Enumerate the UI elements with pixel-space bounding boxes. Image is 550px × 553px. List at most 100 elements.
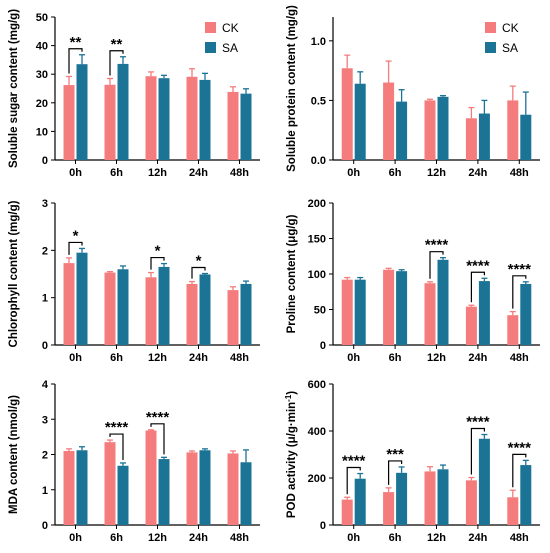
y-tick-label: 3 bbox=[42, 198, 48, 210]
y-tick-label: 100 bbox=[308, 269, 326, 281]
x-tick-label: 0h bbox=[347, 532, 360, 544]
y-tick-label: 2 bbox=[42, 245, 48, 257]
y-tick-label: 0 bbox=[320, 340, 326, 352]
bar-sa bbox=[396, 101, 408, 160]
y-axis-label-superscript: -1 bbox=[284, 394, 293, 402]
significance-label: **** bbox=[508, 439, 532, 456]
x-tick-label: 6h bbox=[389, 532, 402, 544]
x-tick-label: 24h bbox=[468, 532, 487, 544]
x-tick-label: 6h bbox=[110, 352, 123, 364]
significance-label: **** bbox=[466, 414, 490, 431]
significance-bracket bbox=[388, 460, 403, 485]
x-tick-label: 0h bbox=[69, 532, 82, 544]
bar-sa bbox=[396, 271, 408, 345]
bar-ck bbox=[145, 76, 157, 160]
bar-ck bbox=[507, 315, 519, 345]
bar-ck bbox=[424, 283, 436, 345]
y-tick-label: 30 bbox=[36, 69, 48, 81]
bar-sa bbox=[437, 259, 449, 345]
bar-sa bbox=[240, 462, 252, 525]
legend-label-ck: CK bbox=[222, 21, 239, 35]
y-tick-label: 50 bbox=[36, 12, 48, 24]
y-tick-label: 0 bbox=[42, 520, 48, 532]
legend-label-sa: SA bbox=[222, 41, 238, 55]
x-tick-label: 12h bbox=[148, 167, 167, 179]
significance-bracket bbox=[346, 466, 361, 495]
bar-ck bbox=[341, 68, 353, 160]
bar-ck bbox=[341, 279, 353, 345]
bar-ck bbox=[424, 471, 436, 525]
bar-ck bbox=[341, 499, 353, 525]
x-tick-label: 24h bbox=[468, 167, 487, 179]
x-tick-label: 0h bbox=[347, 167, 360, 179]
bar-ck bbox=[63, 450, 75, 525]
y-tick-label: 0 bbox=[320, 520, 326, 532]
bar-sa bbox=[478, 113, 490, 160]
significance-bracket bbox=[68, 241, 83, 255]
bar-ck bbox=[227, 91, 239, 160]
significance-bracket bbox=[191, 266, 206, 279]
significance-label: **** bbox=[146, 409, 170, 426]
significance-label: *** bbox=[386, 446, 404, 463]
y-axis-label-text: Chlorophyll content (mg/g) bbox=[8, 200, 20, 347]
bar-sa bbox=[158, 78, 170, 160]
y-tick-label: 600 bbox=[308, 379, 326, 391]
bar-sa bbox=[354, 279, 366, 345]
y-tick-label: 200 bbox=[308, 198, 326, 210]
bar-ck bbox=[424, 100, 436, 160]
significance-bracket bbox=[512, 453, 527, 488]
significance-label: **** bbox=[425, 237, 449, 254]
y-tick-label: 1.0 bbox=[311, 36, 326, 48]
y-tick-label: 1 bbox=[42, 293, 48, 305]
y-tick-label: 400 bbox=[308, 426, 326, 438]
x-tick-label: 48h bbox=[510, 352, 529, 364]
bar-ck bbox=[186, 76, 198, 160]
legend-swatch-sa bbox=[205, 42, 216, 53]
bar-sa bbox=[199, 79, 211, 160]
legend-swatch-ck bbox=[205, 22, 216, 33]
y-tick-label: 4 bbox=[42, 379, 49, 391]
bar-sa bbox=[76, 450, 88, 525]
bar-sa bbox=[240, 283, 252, 345]
significance-bracket bbox=[470, 271, 485, 303]
y-tick-label: 0 bbox=[42, 155, 48, 167]
bar-ck bbox=[227, 453, 239, 525]
bar-ck bbox=[186, 452, 198, 525]
y-tick-label: 3 bbox=[42, 414, 48, 426]
y-axis-label-text: Soluble protein content (mg/g) bbox=[286, 5, 298, 172]
bar-sa bbox=[478, 438, 490, 525]
bar-ck bbox=[465, 306, 477, 345]
y-axis-label-text: Soluble sugar content (mg/g) bbox=[8, 9, 20, 168]
significance-label: ** bbox=[111, 36, 123, 53]
y-axis-label: Chlorophyll content (mg/g) bbox=[8, 200, 20, 347]
bar-sa bbox=[76, 64, 88, 160]
y-tick-label: 40 bbox=[36, 41, 48, 53]
significance-label: **** bbox=[508, 261, 532, 278]
significance-bracket bbox=[470, 427, 485, 475]
significance-label: **** bbox=[342, 453, 366, 470]
bar-sa bbox=[199, 274, 211, 345]
x-tick-label: 24h bbox=[468, 352, 487, 364]
x-tick-label: 0h bbox=[69, 167, 82, 179]
significance-bracket bbox=[150, 256, 165, 270]
y-axis-label-text: Proline content (μg/g) bbox=[286, 214, 298, 333]
significance-label: **** bbox=[466, 257, 490, 274]
y-tick-label: 1 bbox=[42, 485, 48, 497]
y-tick-label: 0 bbox=[42, 340, 48, 352]
significance-label: **** bbox=[105, 419, 129, 436]
legend-swatch-ck bbox=[485, 22, 496, 33]
x-tick-label: 12h bbox=[148, 352, 167, 364]
x-tick-label: 48h bbox=[510, 532, 529, 544]
significance-bracket bbox=[512, 275, 527, 309]
bar-ck bbox=[507, 497, 519, 525]
x-tick-label: 0h bbox=[347, 352, 360, 364]
bar-ck bbox=[104, 84, 116, 160]
significance-bracket bbox=[429, 251, 444, 279]
bar-ck bbox=[104, 442, 116, 525]
bar-sa bbox=[437, 469, 449, 525]
y-tick-label: 20 bbox=[36, 98, 48, 110]
x-tick-label: 6h bbox=[110, 167, 123, 179]
x-tick-label: 0h bbox=[69, 352, 82, 364]
